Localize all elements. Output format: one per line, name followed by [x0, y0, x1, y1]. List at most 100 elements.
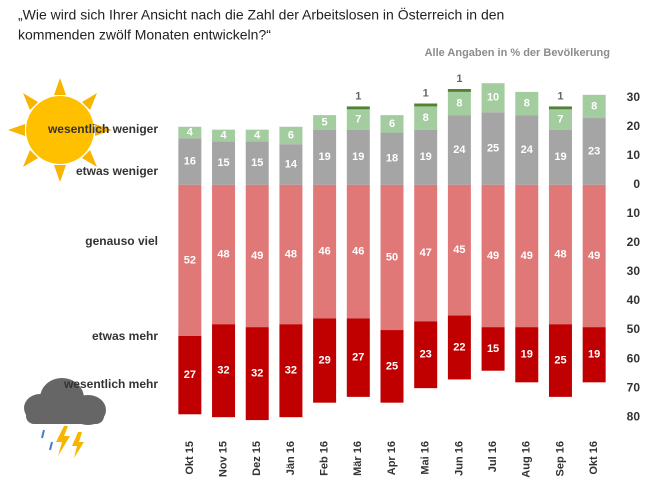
y-tick-label: 50 — [627, 322, 641, 336]
bar-segment — [279, 324, 303, 418]
bar-segment — [447, 91, 471, 116]
bar-segment — [582, 327, 606, 383]
data-label: 8 — [456, 97, 462, 109]
bar-segment — [414, 106, 438, 130]
data-label: 19 — [318, 151, 330, 163]
y-tick-label: 70 — [627, 380, 641, 394]
data-label: 7 — [355, 113, 361, 125]
bar-segment — [414, 184, 438, 322]
bar-segment — [346, 106, 370, 110]
data-label: 19 — [352, 151, 364, 163]
data-label: 32 — [217, 365, 229, 377]
data-label: 5 — [322, 116, 328, 128]
bar-segment — [515, 184, 539, 328]
x-tick-label: Okt 15 — [184, 441, 196, 475]
y-tick-label: 10 — [627, 206, 641, 220]
x-tick-label: Sep 16 — [554, 441, 566, 476]
bar-segment — [582, 94, 606, 119]
bar-segment — [515, 115, 539, 185]
data-label: 48 — [285, 248, 297, 260]
data-label: 6 — [288, 129, 294, 141]
x-tick-label: Feb 16 — [319, 441, 331, 476]
bar-segment — [414, 321, 438, 389]
x-tick-label: Nov 15 — [217, 441, 229, 477]
bar-segment — [515, 327, 539, 383]
data-label: 49 — [251, 250, 263, 262]
cloud-icon — [24, 378, 106, 458]
sun-icon — [8, 78, 112, 182]
data-label: 52 — [184, 254, 196, 266]
y-tick-label: 20 — [627, 235, 641, 249]
bar-segment — [380, 132, 404, 185]
data-label: 25 — [386, 360, 398, 372]
data-label: 1 — [355, 90, 361, 102]
data-label: 19 — [521, 349, 533, 361]
series-label: wesentlich mehr — [63, 377, 158, 391]
x-tick-label: Apr 16 — [386, 441, 398, 475]
bar-segment — [548, 109, 572, 130]
data-label: 49 — [487, 250, 499, 262]
data-label: 24 — [521, 144, 534, 156]
y-tick-label: 30 — [627, 264, 641, 278]
bar-segment — [414, 103, 438, 107]
bar-segment — [582, 184, 606, 328]
data-label: 45 — [453, 244, 465, 256]
bar-segment — [515, 91, 539, 116]
data-label: 23 — [588, 145, 600, 157]
bar-segment — [447, 315, 471, 380]
bar-segment — [212, 184, 236, 325]
data-label: 4 — [220, 129, 227, 141]
x-tick-label: Mai 16 — [420, 441, 432, 475]
data-label: 48 — [554, 248, 566, 260]
bar-segment — [481, 327, 505, 371]
data-label: 27 — [352, 352, 364, 364]
data-label: 19 — [588, 349, 600, 361]
data-label: 15 — [217, 157, 229, 169]
x-tick-label: Okt 16 — [588, 441, 600, 475]
chart-title: „Wie wird sich Ihrer Ansicht nach die Za… — [18, 6, 504, 23]
data-label: 1 — [423, 87, 429, 99]
bar-segment — [481, 83, 505, 113]
data-label: 47 — [420, 247, 432, 259]
x-tick-label: Aug 16 — [521, 441, 533, 478]
data-label: 10 — [487, 92, 499, 104]
data-label: 49 — [521, 250, 533, 262]
bar-segment — [548, 184, 572, 325]
bar-segment — [481, 112, 505, 185]
data-label: 48 — [217, 248, 229, 260]
data-label: 6 — [389, 118, 395, 130]
bar-segment — [212, 129, 236, 142]
data-label: 23 — [420, 349, 432, 361]
y-tick-label: 40 — [627, 293, 641, 307]
bar-segment — [346, 184, 370, 319]
bar-segment — [346, 318, 370, 397]
series-label: wesentlich weniger — [47, 122, 158, 136]
bar-segment — [414, 129, 438, 185]
data-label: 8 — [423, 112, 429, 124]
bar-segment — [245, 327, 269, 421]
bar-segment — [447, 89, 471, 92]
x-tick-label: Jun 16 — [453, 441, 465, 476]
x-tick-label: Dez 15 — [251, 441, 263, 476]
data-label: 50 — [386, 251, 398, 263]
data-label: 7 — [557, 113, 563, 125]
data-label: 27 — [184, 369, 196, 381]
bar-segment — [313, 184, 337, 319]
bar-segment — [481, 184, 505, 328]
y-tick-label: 10 — [627, 148, 641, 162]
data-label: 8 — [524, 97, 530, 109]
bar-segment — [447, 115, 471, 185]
series-label: etwas weniger — [76, 164, 158, 178]
bar-segment — [178, 184, 202, 336]
data-label: 15 — [487, 343, 499, 355]
data-label: 4 — [187, 126, 194, 138]
bar-segment — [380, 184, 404, 331]
data-label: 49 — [588, 250, 600, 262]
bar-segment — [313, 129, 337, 185]
data-label: 19 — [420, 151, 432, 163]
bar-segment — [380, 115, 404, 133]
x-tick-label: Jän 16 — [285, 441, 297, 475]
data-label: 15 — [251, 157, 263, 169]
data-label: 25 — [554, 354, 566, 366]
x-tick-label: Jul 16 — [487, 441, 499, 472]
